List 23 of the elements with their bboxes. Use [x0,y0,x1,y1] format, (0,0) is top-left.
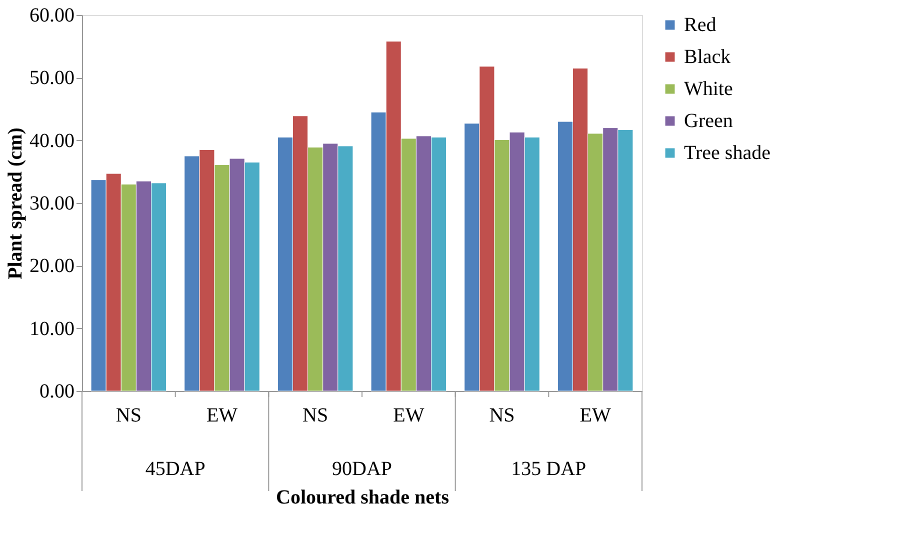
y-tick-label: 60.00 [30,4,74,26]
x-tick-label: EW [206,404,238,426]
legend-label: Black [684,46,731,68]
y-tick-label: 10.00 [30,318,74,340]
legend-label: Tree shade [684,142,771,164]
x-tick-label: NS [302,404,328,426]
legend-label: Green [684,110,733,132]
x-tick-label: EW [580,404,612,426]
x-axis-title: Coloured shade nets [276,486,450,508]
y-tick-label: 40.00 [30,130,74,152]
text: 135 DAP [511,458,586,480]
x-tick-label: NS [116,404,142,426]
text: 90DAP [332,458,392,480]
y-axis-title: Plant spread (cm) [4,128,26,280]
legend-label: Red [684,14,716,36]
legend-label: White [684,78,733,100]
text: 45DAP [145,458,206,480]
y-tick-label: 30.00 [30,192,74,214]
y-tick-label: 0.00 [40,380,74,402]
x-tick-label: EW [393,404,424,426]
x-tick-label: NS [489,404,515,426]
y-tick-label: 50.00 [30,67,74,90]
y-tick-label: 20.00 [30,255,74,278]
